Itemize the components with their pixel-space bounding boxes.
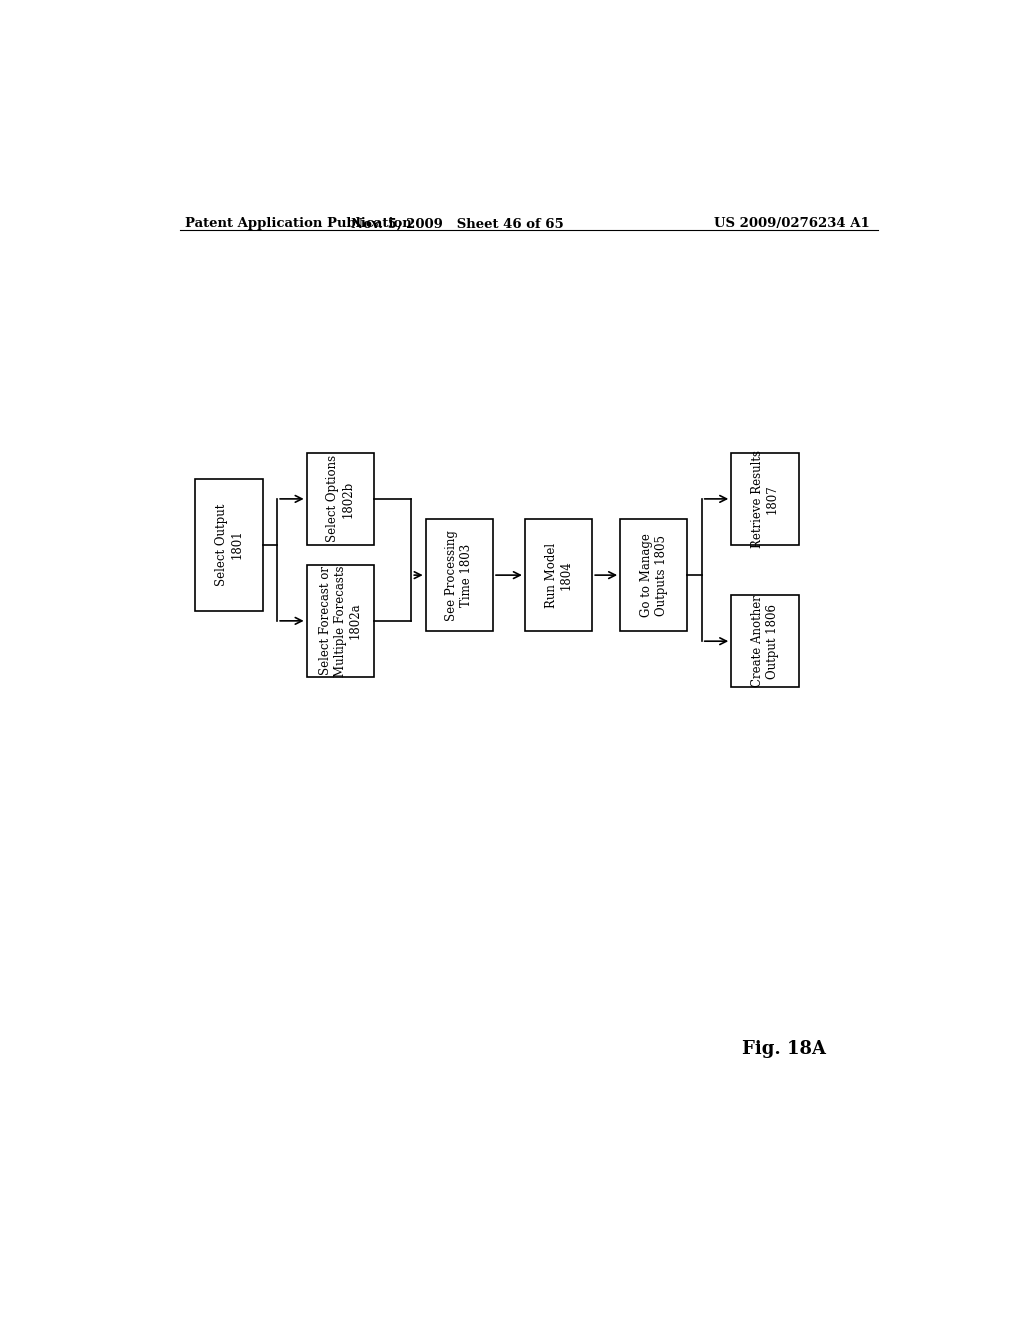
Text: US 2009/0276234 A1: US 2009/0276234 A1 [715, 218, 870, 231]
Text: Run Model
1804: Run Model 1804 [545, 543, 572, 607]
Bar [524, 519, 592, 631]
Bar [306, 565, 374, 677]
Text: Select Options
1802b: Select Options 1802b [327, 455, 354, 543]
Bar [731, 595, 799, 686]
Bar [731, 453, 799, 545]
Text: Nov. 5, 2009   Sheet 46 of 65: Nov. 5, 2009 Sheet 46 of 65 [351, 218, 564, 231]
Text: Patent Application Publication: Patent Application Publication [185, 218, 412, 231]
Text: Select Output
1801: Select Output 1801 [215, 503, 243, 586]
Bar [196, 479, 263, 611]
Text: Retrieve Results
1807: Retrieve Results 1807 [751, 450, 779, 548]
Bar [426, 519, 494, 631]
Text: Select Forecast or
Multiple Forecasts
1802a: Select Forecast or Multiple Forecasts 18… [318, 565, 361, 677]
Bar [620, 519, 687, 631]
Text: See Processing
Time 1803: See Processing Time 1803 [445, 529, 473, 620]
Bar [306, 453, 374, 545]
Text: Create Another
Output 1806: Create Another Output 1806 [751, 595, 779, 688]
Text: Go to Manage
Outputs 1805: Go to Manage Outputs 1805 [640, 533, 668, 616]
Text: Fig. 18A: Fig. 18A [742, 1040, 826, 1057]
